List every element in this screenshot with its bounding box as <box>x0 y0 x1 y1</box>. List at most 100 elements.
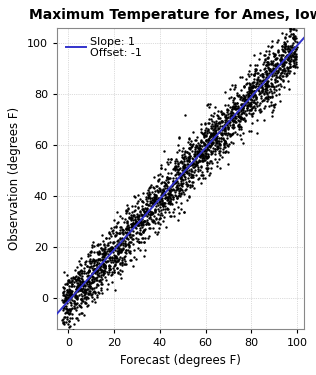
Point <box>249 85 254 91</box>
Point <box>141 227 146 233</box>
Point <box>247 101 252 107</box>
Point <box>155 211 161 217</box>
Point <box>173 176 178 181</box>
Point <box>100 246 105 252</box>
Point <box>240 140 246 146</box>
Point <box>198 158 203 164</box>
Point <box>266 93 271 99</box>
Point <box>205 166 210 172</box>
Point <box>235 109 240 115</box>
Point <box>70 297 75 303</box>
Point <box>108 225 113 231</box>
Point <box>198 180 203 186</box>
Point <box>76 292 82 298</box>
Point <box>90 267 95 273</box>
Point <box>134 229 139 235</box>
Point <box>268 94 273 100</box>
Point <box>251 79 256 85</box>
Point <box>198 146 204 152</box>
Point <box>68 296 73 302</box>
Point <box>210 113 216 119</box>
Point <box>257 78 262 84</box>
Point <box>179 154 184 160</box>
Point <box>128 212 133 218</box>
Point <box>217 152 222 158</box>
Point <box>183 169 188 175</box>
Point <box>261 66 266 72</box>
Point <box>131 254 136 260</box>
Point <box>229 115 234 121</box>
Point <box>85 251 90 257</box>
Point <box>205 146 210 152</box>
Point <box>217 142 222 148</box>
Point <box>263 69 268 75</box>
Point <box>64 294 69 300</box>
Point <box>262 53 267 58</box>
Point <box>223 140 228 146</box>
Point <box>250 80 255 86</box>
Point <box>150 200 155 206</box>
Point <box>92 260 97 266</box>
Point <box>257 88 262 94</box>
Point <box>158 162 163 168</box>
Point <box>100 238 105 244</box>
Point <box>85 263 90 269</box>
Point <box>208 152 213 157</box>
Point <box>134 219 139 225</box>
Point <box>92 258 97 264</box>
Point <box>123 210 128 216</box>
Point <box>262 65 267 71</box>
Point <box>183 182 188 188</box>
Point <box>230 122 235 128</box>
Point <box>226 123 231 129</box>
Point <box>191 157 197 163</box>
Point <box>85 268 90 274</box>
Point <box>271 66 276 72</box>
Point <box>112 258 117 264</box>
Point <box>208 139 213 145</box>
Point <box>167 188 172 194</box>
Point <box>250 84 255 90</box>
Point <box>293 46 298 52</box>
Point <box>146 202 151 208</box>
Point <box>177 134 182 140</box>
Point <box>236 117 241 123</box>
Point <box>95 251 100 257</box>
Point <box>209 136 214 142</box>
Point <box>161 218 166 224</box>
Point <box>281 77 286 83</box>
Point <box>183 162 188 168</box>
Point <box>232 117 237 123</box>
Point <box>124 225 129 231</box>
Point <box>280 67 285 73</box>
Point <box>161 206 166 212</box>
Point <box>242 83 247 89</box>
Point <box>205 162 210 168</box>
Point <box>176 161 181 167</box>
Point <box>294 35 299 41</box>
Point <box>87 252 92 258</box>
Point <box>88 249 93 255</box>
Point <box>276 68 281 74</box>
Point <box>94 259 99 265</box>
Point <box>76 277 81 283</box>
Point <box>266 48 271 54</box>
Point <box>109 247 114 253</box>
Point <box>260 85 265 91</box>
Point <box>232 113 237 119</box>
Point <box>98 245 103 251</box>
Point <box>247 73 252 79</box>
Point <box>191 164 196 170</box>
Point <box>94 261 100 267</box>
Point <box>91 290 96 296</box>
Point <box>199 172 204 178</box>
Point <box>93 289 98 295</box>
Point <box>135 216 140 222</box>
Point <box>161 179 167 185</box>
Point <box>62 303 67 309</box>
Point <box>263 94 268 100</box>
Point <box>213 123 218 129</box>
Point <box>129 239 134 245</box>
Point <box>101 262 106 268</box>
Point <box>115 241 120 247</box>
